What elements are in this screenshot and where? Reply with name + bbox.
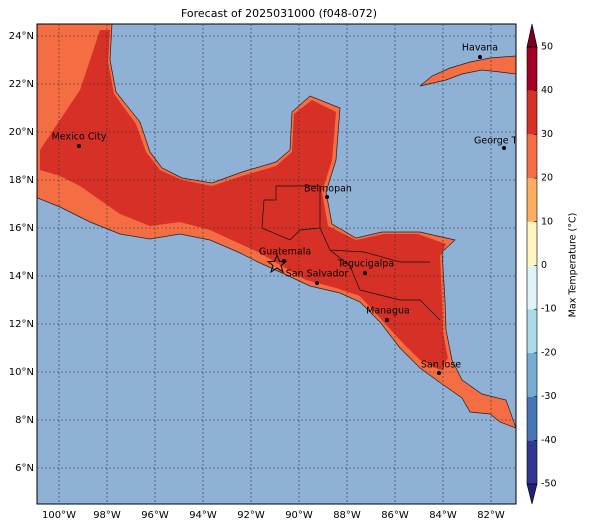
lon-tick-label: 98°W [93,510,121,521]
lon-tick-label: 82°W [477,510,505,521]
cuba [419,55,516,87]
lon-tick-label: 88°W [333,510,361,521]
colorbar-band [527,134,537,179]
colorbar-tick-label: 20 [541,173,553,184]
colorbar-tick-label: -40 [541,435,557,446]
city-dot [478,55,482,59]
lon-tick-label: 86°W [381,510,409,521]
star-marker [266,253,288,274]
colorbar-tick-label: -30 [541,391,557,402]
colorbar-band [527,309,537,353]
lat-tick-label: 16°N [9,223,34,234]
colorbar-tick-label: 10 [541,216,553,227]
colorbar-tick-label: -10 [541,304,557,315]
colorbar-band [527,178,537,222]
colorbar-band [527,265,537,310]
lon-tick-label: 92°W [237,510,265,521]
colorbar-tick-label: -20 [541,347,557,358]
lat-tick-label: 14°N [9,271,34,282]
city-label: San Jose [421,360,461,371]
colorbar-band [527,90,537,135]
colorbar-band [527,47,537,91]
city-label: San Salvador [286,269,349,280]
lat-tick-label: 12°N [9,319,34,330]
title: Forecast of 2025031000 (f048-072) [181,7,377,20]
colorbar-tick-label: -50 [541,479,557,490]
city-dot [325,195,329,199]
city-label: Havana [462,43,498,54]
map-frame [36,23,517,505]
city-dot [437,371,441,375]
colorbar-tick-label: 0 [541,260,547,271]
city-label: Managua [366,306,410,317]
city-dot [315,281,319,285]
colorbar-band [527,396,537,441]
lat-tick-label: 18°N [9,175,34,186]
lon-tick-label: 90°W [285,510,313,521]
lat-tick-label: 24°N [9,31,34,42]
land-interior [40,30,448,370]
colorbar-tick-label: 30 [541,129,553,140]
city-label: George Town [474,136,535,147]
colorbar-band [527,352,537,397]
colorbar-tick-label: 40 [541,85,553,96]
city-label: Mexico City [52,132,107,143]
lon-tick-label: 84°W [429,510,457,521]
colorbar-band [527,440,537,484]
lon-tick-label: 100°W [42,510,76,521]
lon-tick-label: 94°W [189,510,217,521]
colorbar-band [527,221,537,266]
city-dot [502,146,506,150]
city-label: Tegucigalpa [337,259,394,270]
lat-tick-label: 6°N [15,463,34,474]
city-label: Guatemala [259,247,311,258]
lat-tick-label: 22°N [9,79,34,90]
colorbar-over [526,23,538,48]
colorbar-label: Max Temperature (°C) [568,213,579,318]
city-dot [363,271,367,275]
city-dot [77,144,81,148]
lat-tick-label: 10°N [9,367,34,378]
map-area [37,24,516,504]
city-label: Belmopan [304,184,352,195]
city-dot [385,318,389,322]
lon-tick-label: 96°W [141,510,169,521]
lat-tick-label: 20°N [9,127,34,138]
colorbar-tick-label: 50 [541,42,553,53]
borders [261,185,441,321]
colorbar-under [526,483,538,505]
lat-tick-label: 8°N [15,415,34,426]
